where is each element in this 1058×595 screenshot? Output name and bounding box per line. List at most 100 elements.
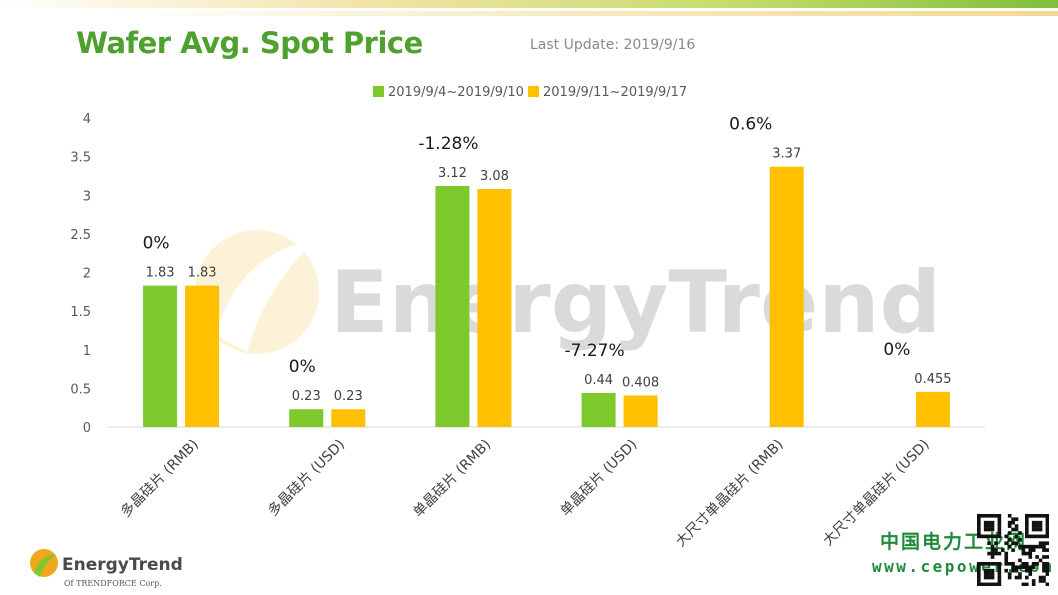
- qr-module: [1038, 514, 1043, 518]
- qr-module: [1038, 520, 1043, 525]
- qr-module: [990, 527, 995, 532]
- qr-module: [983, 524, 988, 528]
- qr-module: [1011, 520, 1015, 525]
- qr-module: [1038, 534, 1043, 539]
- qr-module: [1028, 514, 1033, 518]
- y-tick-label: 1.5: [70, 305, 91, 320]
- bars: [143, 166, 950, 428]
- qr-module: [1025, 531, 1029, 535]
- y-tick-label: 4: [83, 112, 91, 127]
- qr-module: [1011, 517, 1015, 522]
- y-tick-label: 2: [83, 267, 91, 282]
- qr-module: [1031, 579, 1036, 583]
- qr-module: [1045, 517, 1049, 522]
- bar: [769, 166, 804, 428]
- category-label: 大尺寸单晶硅片 (RMB): [673, 437, 787, 551]
- qr-module: [1031, 582, 1036, 586]
- qr-module: [983, 572, 988, 576]
- qr-module: [997, 562, 1002, 566]
- qr-module: [1045, 524, 1049, 528]
- qr-module: [1014, 568, 1019, 573]
- bar-value-label: 1.83: [146, 266, 175, 281]
- watermark: EnergyTrend: [195, 230, 941, 354]
- qr-module: [1028, 572, 1033, 576]
- qr-module: [1028, 551, 1033, 556]
- qr-module: [997, 534, 1002, 539]
- qr-module: [977, 582, 981, 586]
- qr-module: [997, 520, 1002, 525]
- qr-module: [1025, 568, 1029, 573]
- qr-module: [1021, 565, 1026, 570]
- qr-module: [987, 541, 991, 546]
- bar-value-label: 0.408: [622, 375, 659, 390]
- qr-module: [1031, 548, 1036, 552]
- qr-module: [1025, 551, 1029, 556]
- qr-module: [1042, 562, 1046, 566]
- qr-module: [1004, 534, 1009, 539]
- qr-module: [977, 527, 981, 532]
- qr-module: [1038, 544, 1043, 549]
- qr-module: [1038, 579, 1043, 583]
- qr-module: [1007, 520, 1012, 525]
- bar-value-label: 0.455: [914, 372, 951, 387]
- qr-code-icon: [977, 514, 1049, 586]
- qr-module: [987, 551, 991, 556]
- qr-module: [1031, 527, 1036, 532]
- legend: 2019/9/4~2019/9/10 2019/9/11~2019/9/17: [373, 85, 687, 100]
- qr-module: [1028, 565, 1033, 570]
- qr-module: [1045, 541, 1049, 546]
- qr-module: [1018, 531, 1022, 535]
- qr-module: [1045, 555, 1049, 559]
- top-decor-bar: [0, 0, 1058, 22]
- bar-value-label: 1.83: [188, 266, 217, 281]
- qr-module: [997, 575, 1002, 580]
- qr-module: [1042, 568, 1046, 573]
- qr-module: [990, 562, 995, 566]
- qr-module: [977, 524, 981, 528]
- qr-module: [997, 517, 1002, 522]
- qr-module: [997, 514, 1002, 518]
- qr-module: [1035, 524, 1039, 528]
- y-tick-label: 3: [83, 189, 91, 204]
- qr-module: [1025, 514, 1029, 518]
- qr-module: [983, 568, 988, 573]
- qr-module: [994, 514, 998, 518]
- y-axis: 0 0.5 1 1.5 2 2.5 3 3.5 4: [70, 112, 91, 436]
- change-label: 0%: [289, 357, 316, 377]
- qr-module: [1025, 544, 1029, 549]
- qr-module: [990, 572, 995, 576]
- qr-module: [994, 541, 998, 546]
- brand-subtitle: Of TRENDFORCE Corp.: [64, 579, 162, 588]
- qr-module: [1004, 568, 1009, 573]
- qr-module: [1014, 541, 1019, 546]
- bar-value-label: 3.37: [772, 147, 801, 162]
- qr-module: [1007, 562, 1012, 566]
- legend-label: 2019/9/4~2019/9/10: [388, 85, 524, 100]
- qr-module: [994, 534, 998, 539]
- qr-module: [1038, 575, 1043, 580]
- qr-module: [1004, 541, 1009, 546]
- qr-module: [1014, 517, 1019, 522]
- bar: [581, 393, 616, 427]
- value-labels: 1.83 1.83 0.23 0.23 3.12 3.08 0.44 0.408 3.37 0.4…: [146, 147, 952, 405]
- bar: [143, 285, 178, 427]
- category-labels: 多晶硅片 (RMB) 多晶硅片 (USD) 单晶硅片 (RMB) 单晶硅片 (USD)…: [117, 436, 933, 550]
- legend-label: 2019/9/11~2019/9/17: [543, 85, 687, 100]
- qr-module: [1004, 555, 1009, 559]
- legend-swatch: [528, 86, 539, 97]
- bar-value-label: 0.23: [292, 389, 321, 404]
- qr-module: [1021, 562, 1026, 566]
- qr-module: [1011, 548, 1015, 552]
- qr-module: [1045, 562, 1049, 566]
- qr-module: [1042, 541, 1046, 546]
- qr-module: [1014, 534, 1019, 539]
- qr-module: [1031, 544, 1036, 549]
- qr-module: [1042, 544, 1046, 549]
- qr-module: [1025, 575, 1029, 580]
- bar: [331, 409, 366, 427]
- qr-module: [1038, 524, 1043, 528]
- qr-module: [997, 582, 1002, 586]
- qr-module: [1007, 531, 1012, 535]
- qr-module: [1028, 544, 1033, 549]
- qr-module: [977, 562, 981, 566]
